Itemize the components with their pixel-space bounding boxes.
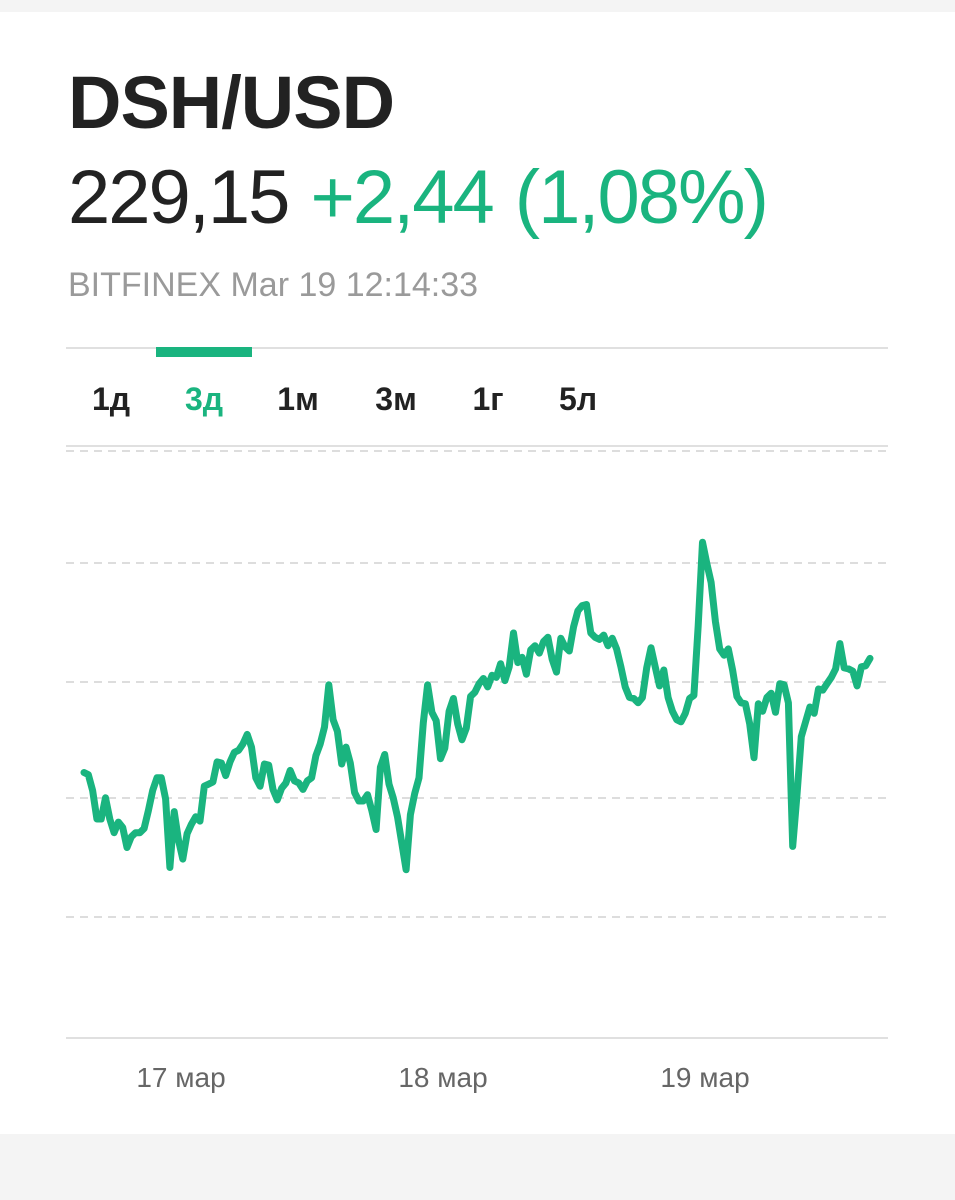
timeframe-tabs: 1д 3д 1м 3м 1г 5л (66, 347, 888, 447)
tab-1y[interactable]: 1г (472, 381, 504, 417)
tab-1m[interactable]: 1м (277, 381, 319, 417)
price-row: 229,15 +2,44 (1,08%) (68, 154, 769, 241)
price-series-line (80, 538, 874, 874)
price-chart[interactable]: 17 мар 18 мар 19 мар (0, 12, 955, 1134)
quote-card: DSH/USD 229,15 +2,44 (1,08%) BITFINEX Mar … (0, 12, 955, 1134)
current-price: 229,15 (68, 155, 290, 240)
x-tick-label-19-mar: 19 мар (660, 1062, 749, 1093)
pair-title: DSH/USD (68, 61, 395, 144)
tab-3m[interactable]: 3м (375, 381, 417, 417)
tab-3d[interactable]: 3д (156, 347, 252, 445)
tab-5y[interactable]: 5л (558, 381, 598, 417)
x-tick-label-17-mar: 17 мар (136, 1062, 225, 1093)
x-tick-label-18-mar: 18 мар (398, 1062, 487, 1093)
price-change-percent: (1,08%) (514, 155, 769, 240)
quote-source-timestamp: BITFINEX Mar 19 12:14:33 (68, 266, 479, 304)
tab-1d[interactable]: 1д (91, 381, 131, 417)
price-change: +2,44 (310, 155, 494, 240)
